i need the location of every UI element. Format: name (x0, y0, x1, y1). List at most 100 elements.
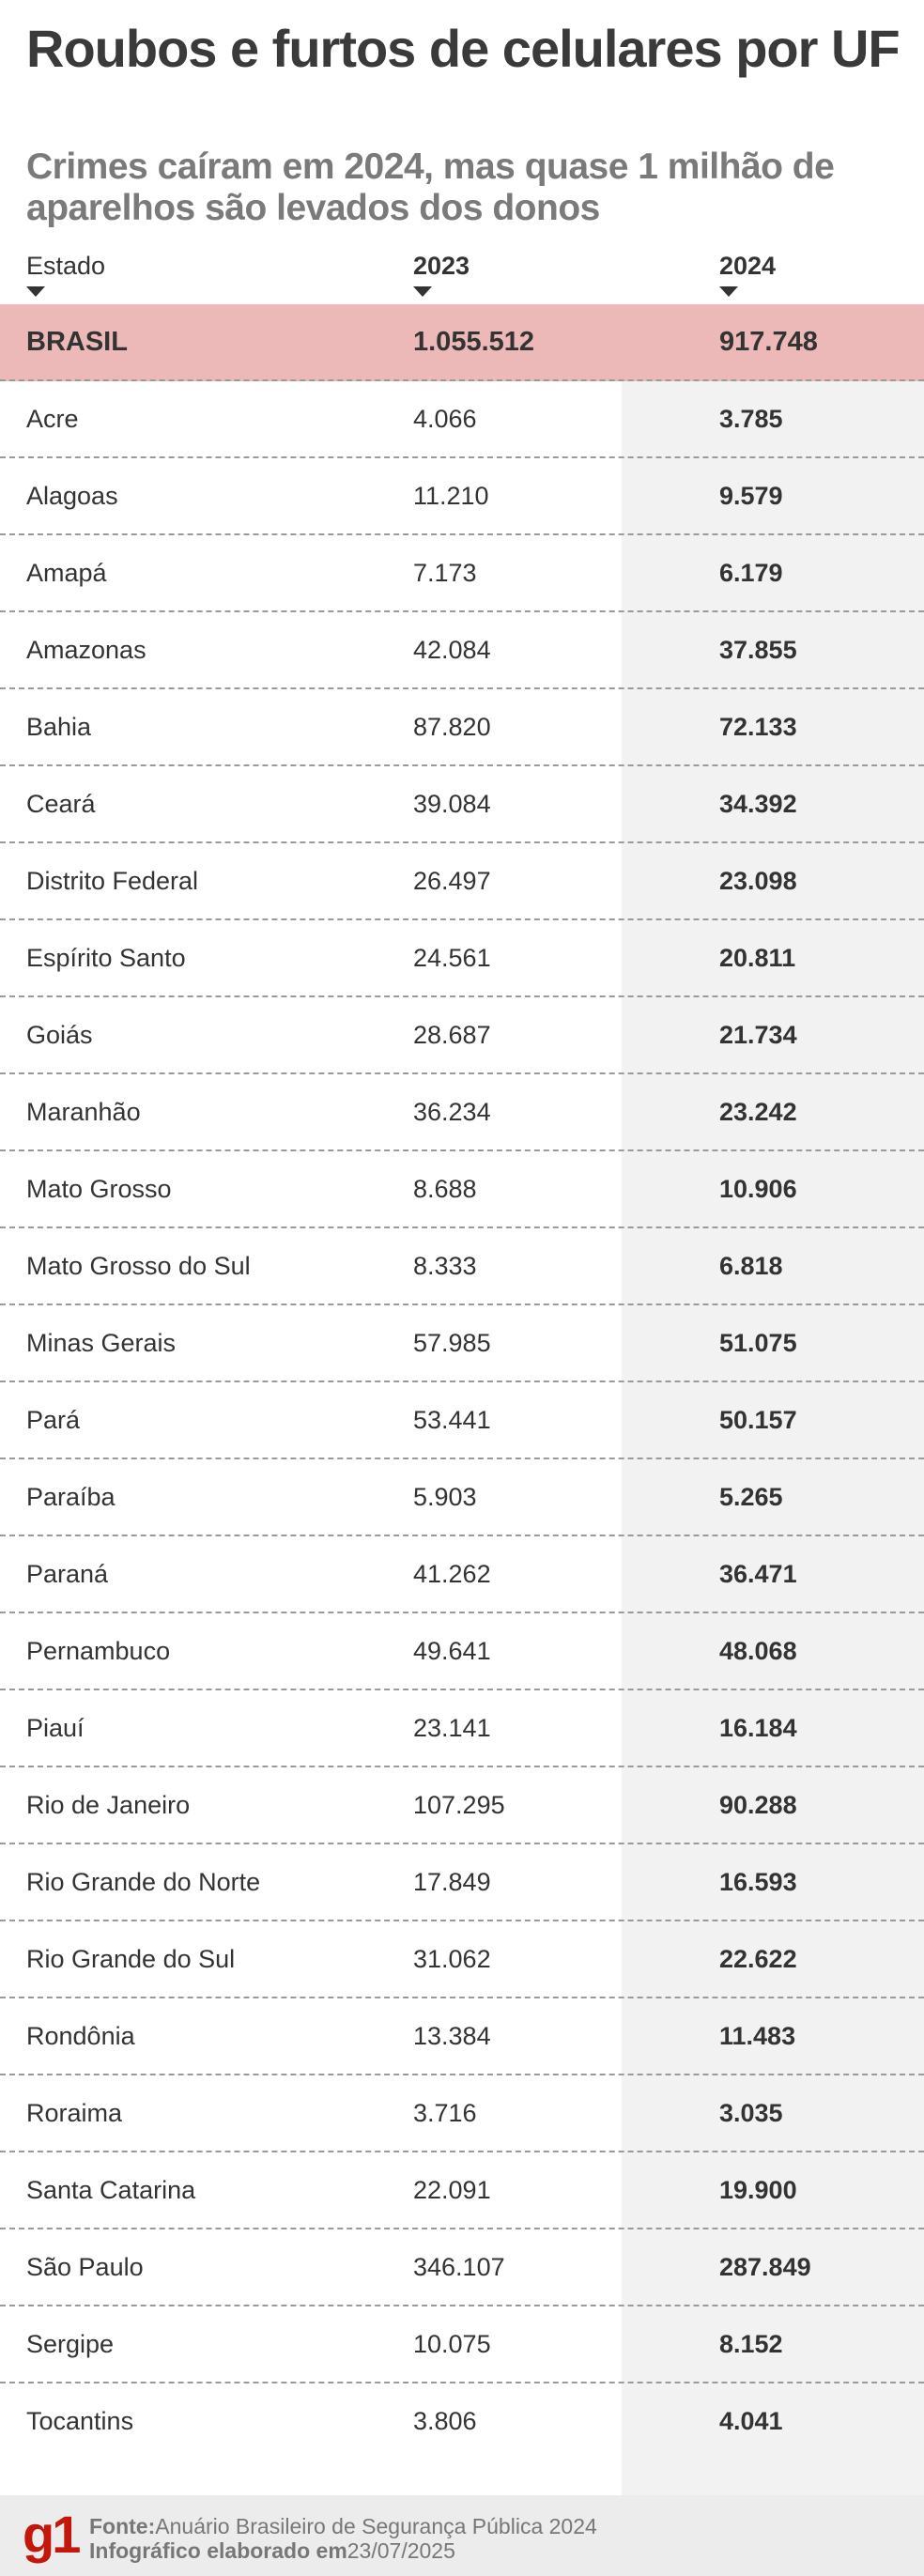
cell-2024: 10.906 (719, 1175, 797, 1203)
cell-2023: 4.066 (413, 405, 477, 433)
column-label: 2024 (719, 252, 777, 280)
table-row: Minas Gerais 57.985 51.075 (0, 1305, 924, 1382)
column-label: Estado (26, 252, 106, 280)
cell-estado: Mato Grosso do Sul (26, 1252, 251, 1280)
table-row: Amazonas 42.084 37.855 (0, 612, 924, 689)
cell-estado: Roraima (26, 2099, 123, 2127)
cell-2024: 19.900 (719, 2176, 797, 2204)
column-label: 2023 (413, 252, 470, 280)
cell-2024: 22.622 (719, 1945, 797, 1973)
source-label: Fonte: (89, 2514, 156, 2538)
cell-2024: 3.785 (719, 405, 783, 433)
cell-2023: 23.141 (413, 1714, 491, 1742)
cell-2024: 5.265 (719, 1483, 783, 1511)
cell-estado: Santa Catarina (26, 2176, 196, 2204)
cell-2023: 28.687 (413, 1021, 491, 1049)
table-row: Rio Grande do Norte 17.849 16.593 (0, 1844, 924, 1921)
cell-2023: 8.333 (413, 1252, 477, 1280)
table-row: Pará 53.441 50.157 (0, 1382, 924, 1459)
cell-2023: 24.561 (413, 944, 491, 972)
cell-estado: São Paulo (26, 2253, 144, 2281)
table-row: Alagoas 11.210 9.579 (0, 458, 924, 535)
table-row-total: BRASIL 1.055.512 917.748 (0, 304, 924, 381)
cell-2024: 16.184 (719, 1714, 797, 1742)
cell-2023: 1.055.512 (413, 327, 535, 357)
table-row: Goiás 28.687 21.734 (0, 997, 924, 1074)
table-row: Sergipe 10.075 8.152 (0, 2306, 924, 2383)
cell-2023: 346.107 (413, 2253, 505, 2281)
cell-estado: Minas Gerais (26, 1329, 177, 1357)
table-row: Amapá 7.173 6.179 (0, 535, 924, 612)
cell-2023: 57.985 (413, 1329, 491, 1357)
cell-2024: 90.288 (719, 1791, 797, 1819)
cell-estado: Bahia (26, 713, 92, 741)
column-header-2024[interactable]: 2024 (719, 252, 776, 297)
cell-2023: 17.849 (413, 1868, 491, 1896)
cell-2024: 20.811 (719, 944, 796, 972)
cell-estado: Amapá (26, 559, 107, 587)
table-row: Maranhão 36.234 23.242 (0, 1074, 924, 1151)
footer-text: Fonte:Anuário Brasileiro de Segurança Pú… (89, 2514, 597, 2563)
cell-estado: Pará (26, 1406, 81, 1434)
cell-2023: 7.173 (413, 559, 477, 587)
cell-2023: 36.234 (413, 1098, 491, 1126)
highlight-column-2024 (622, 381, 924, 2495)
table-row: Ceará 39.084 34.392 (0, 766, 924, 843)
cell-estado: Rio Grande do Sul (26, 1945, 236, 1973)
cell-2024: 917.748 (719, 327, 818, 357)
table-row: Mato Grosso do Sul 8.333 6.818 (0, 1228, 924, 1305)
made-label: Infográfico elaborado em (89, 2538, 347, 2563)
cell-2024: 16.593 (719, 1868, 797, 1896)
date-line: Infográfico elaborado em23/07/2025 (89, 2538, 597, 2563)
cell-2024: 23.098 (719, 867, 797, 895)
cell-estado: Espírito Santo (26, 944, 186, 972)
cell-2024: 37.855 (719, 636, 797, 664)
cell-2024: 8.152 (719, 2330, 783, 2358)
cell-2024: 72.133 (719, 713, 797, 741)
footer: g1 Fonte:Anuário Brasileiro de Segurança… (0, 2495, 924, 2576)
cell-2023: 5.903 (413, 1483, 477, 1511)
table-row: Paraíba 5.903 5.265 (0, 1459, 924, 1536)
cell-2023: 53.441 (413, 1406, 491, 1434)
cell-estado: Rondônia (26, 2022, 135, 2050)
table-row: Rondônia 13.384 11.483 (0, 1998, 924, 2075)
sort-arrow-icon (413, 286, 432, 297)
sort-arrow-icon (26, 286, 45, 297)
cell-estado: Acre (26, 405, 79, 433)
date-text: 23/07/2025 (346, 2538, 455, 2563)
cell-2023: 42.084 (413, 636, 491, 664)
table-row: Acre 4.066 3.785 (0, 381, 924, 458)
cell-estado: Tocantins (26, 2407, 134, 2435)
cell-2024: 3.035 (719, 2099, 783, 2127)
cell-2023: 10.075 (413, 2330, 491, 2358)
column-header-2023[interactable]: 2023 (413, 252, 470, 297)
cell-estado: Paraná (26, 1560, 109, 1588)
table-header: Estado 2023 2024 (0, 252, 924, 304)
cell-2023: 107.295 (413, 1791, 505, 1819)
cell-2024: 50.157 (719, 1406, 797, 1434)
table-row: Paraná 41.262 36.471 (0, 1536, 924, 1613)
cell-estado: Goiás (26, 1021, 93, 1049)
cell-2024: 6.179 (719, 559, 783, 587)
cell-estado: Amazonas (26, 636, 146, 664)
table-row: Piauí 23.141 16.184 (0, 1690, 924, 1767)
column-header-estado[interactable]: Estado (26, 252, 105, 297)
table-row: Rio de Janeiro 107.295 90.288 (0, 1767, 924, 1844)
cell-2023: 11.210 (413, 482, 489, 510)
cell-estado: Rio de Janeiro (26, 1791, 191, 1819)
cell-2023: 22.091 (413, 2176, 491, 2204)
cell-estado: Pernambuco (26, 1637, 171, 1665)
table-row: São Paulo 346.107 287.849 (0, 2229, 924, 2306)
cell-2024: 21.734 (719, 1021, 797, 1049)
cell-2024: 6.818 (719, 1252, 783, 1280)
cell-estado: Rio Grande do Norte (26, 1868, 261, 1896)
cell-2024: 48.068 (719, 1637, 797, 1665)
cell-2024: 51.075 (719, 1329, 797, 1357)
sort-arrow-icon (719, 286, 738, 297)
cell-2024: 11.483 (719, 2022, 796, 2050)
g1-logo: g1 (23, 2505, 81, 2564)
cell-estado: Sergipe (26, 2330, 115, 2358)
cell-2023: 41.262 (413, 1560, 491, 1588)
cell-estado: BRASIL (26, 327, 128, 357)
